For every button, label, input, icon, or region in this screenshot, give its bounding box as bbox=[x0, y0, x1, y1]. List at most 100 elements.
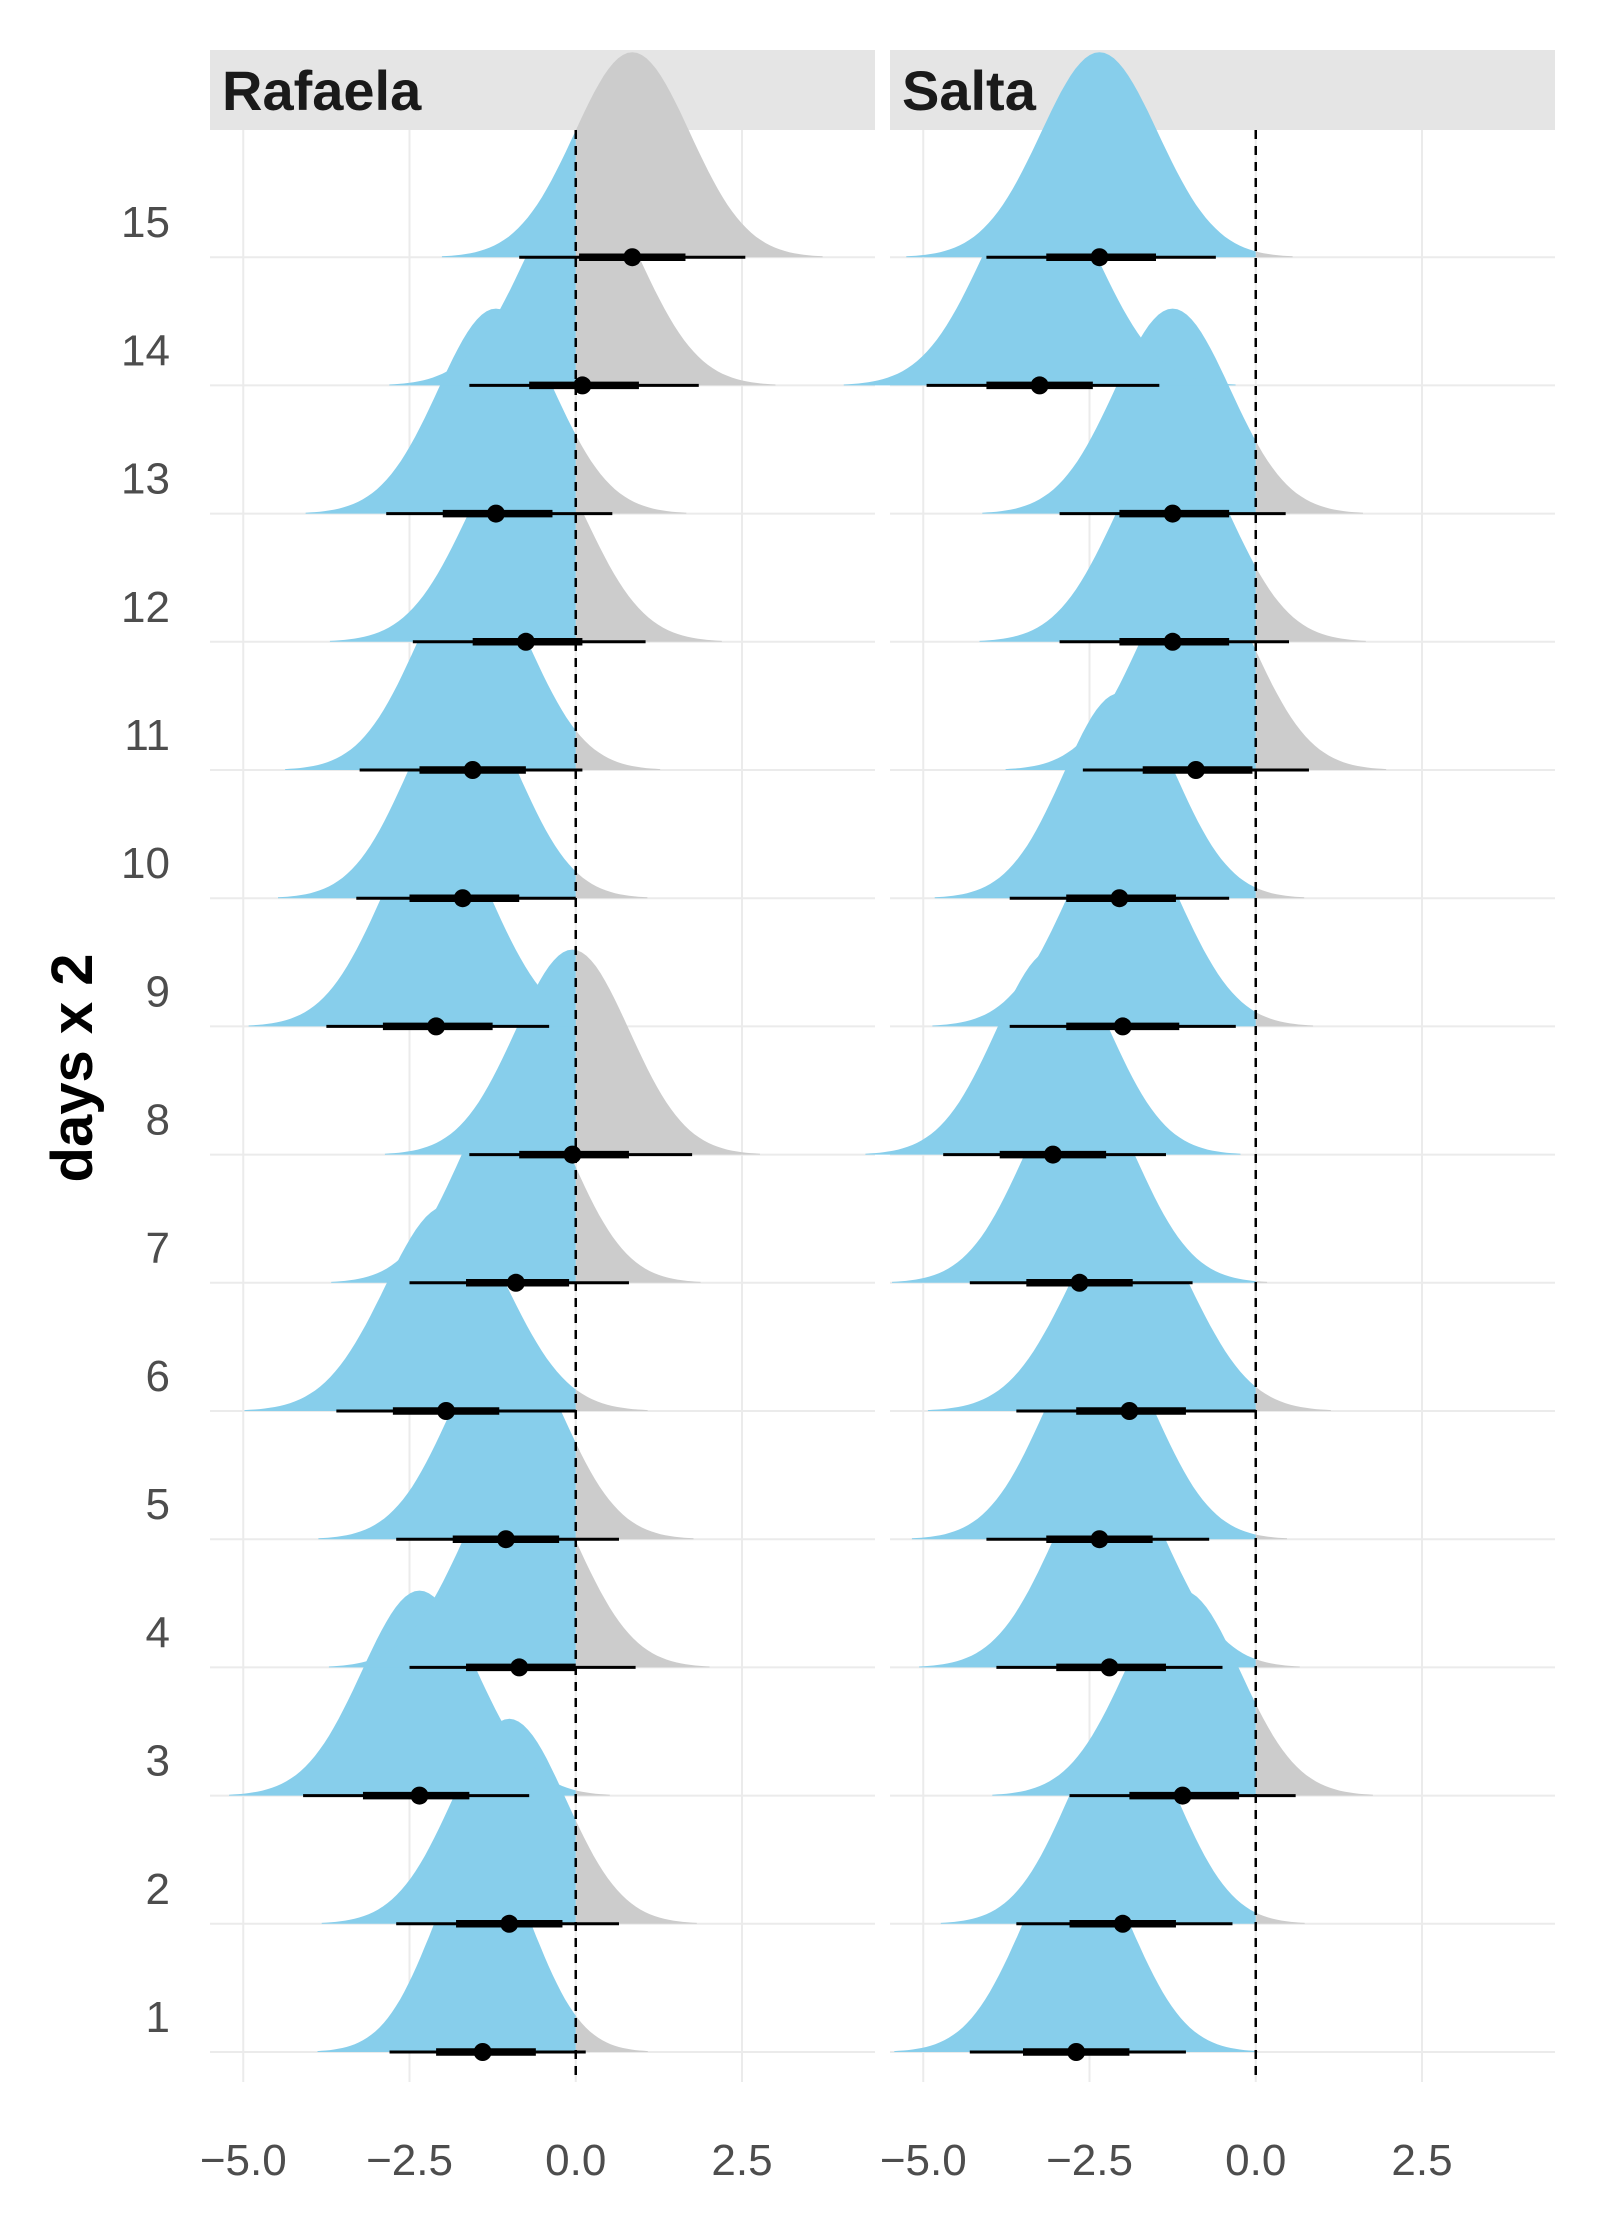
y-tick-label: 6 bbox=[146, 1352, 170, 1401]
x-tick-label: 0.0 bbox=[545, 2136, 606, 2185]
median-point bbox=[1100, 1658, 1119, 1677]
density-row-9 bbox=[248, 821, 624, 1036]
y-tick-label: 5 bbox=[146, 1480, 170, 1529]
y-tick-label: 15 bbox=[121, 198, 170, 247]
median-point bbox=[1067, 2043, 1086, 2061]
median-point bbox=[500, 1914, 519, 1933]
median-point bbox=[1030, 376, 1049, 395]
density-above-zero bbox=[1255, 1281, 1268, 1283]
median-point bbox=[453, 889, 472, 908]
median-point bbox=[437, 1402, 456, 1420]
density-below-zero bbox=[389, 181, 576, 386]
density-above-zero bbox=[1255, 251, 1293, 258]
density-below-zero bbox=[982, 308, 1256, 514]
median-point bbox=[496, 1530, 515, 1549]
density-row-2 bbox=[940, 1718, 1305, 1933]
median-point bbox=[1113, 1017, 1132, 1036]
median-point bbox=[1043, 1145, 1062, 1164]
y-tick-label: 2 bbox=[146, 1865, 170, 1914]
median-point bbox=[1070, 1273, 1089, 1292]
density-above-zero bbox=[575, 730, 661, 770]
density-above-zero bbox=[575, 1167, 701, 1283]
x-tick-label: −2.5 bbox=[1046, 2136, 1133, 2185]
density-above-zero bbox=[575, 1016, 624, 1027]
density-row-3 bbox=[229, 1590, 610, 1805]
density-above-zero bbox=[1255, 650, 1387, 770]
density-below-zero bbox=[940, 1718, 1256, 1924]
density-below-zero bbox=[244, 1206, 576, 1411]
panels: Rafaela−5.0 −2.5 0.0 2.51234567891011121314… bbox=[121, 50, 1555, 2185]
density-row-6 bbox=[244, 1206, 648, 1420]
median-point bbox=[1120, 1402, 1139, 1420]
density-above-zero bbox=[1255, 1386, 1331, 1411]
density-row-1 bbox=[894, 1847, 1259, 2061]
y-tick-label: 1 bbox=[146, 1993, 170, 2042]
density-row-9 bbox=[932, 821, 1314, 1036]
density-above-zero bbox=[575, 871, 648, 899]
density-below-zero bbox=[843, 180, 1236, 386]
median-point bbox=[473, 2043, 492, 2061]
density-below-zero bbox=[894, 1847, 1256, 2052]
facet-title: Rafaela bbox=[222, 59, 422, 122]
median-point bbox=[427, 1017, 446, 1036]
density-row-14 bbox=[843, 180, 1236, 395]
facet-title: Salta bbox=[902, 59, 1037, 122]
density-above-zero bbox=[575, 497, 722, 642]
median-point bbox=[506, 1273, 525, 1292]
density-row-10 bbox=[934, 693, 1305, 908]
facet-strip bbox=[210, 50, 875, 130]
density-above-zero bbox=[1255, 440, 1363, 514]
density-below-zero bbox=[384, 949, 576, 1155]
median-point bbox=[1163, 504, 1182, 523]
median-point bbox=[410, 1786, 429, 1805]
x-tick-label: −2.5 bbox=[366, 2136, 453, 2185]
y-tick-label: 13 bbox=[121, 455, 170, 504]
y-tick-label: 8 bbox=[146, 1096, 170, 1145]
density-above-zero bbox=[575, 1540, 710, 1668]
density-row-13 bbox=[982, 308, 1363, 523]
y-tick-label: 14 bbox=[121, 326, 170, 375]
density-below-zero bbox=[919, 1462, 1256, 1668]
density-above-zero bbox=[1255, 566, 1366, 642]
density-above-zero bbox=[1255, 1703, 1373, 1796]
density-below-zero bbox=[441, 130, 576, 258]
density-row-7 bbox=[892, 1077, 1268, 1292]
density-below-zero bbox=[932, 821, 1256, 1027]
panel-salta: Salta −5.0 −2.5 0.0 2.5 bbox=[843, 50, 1555, 2185]
median-point bbox=[563, 1145, 582, 1164]
y-axis-label: days x 2 bbox=[40, 954, 105, 1183]
median-point bbox=[1090, 1530, 1109, 1549]
x-tick-label: 2.5 bbox=[1391, 2136, 1452, 2185]
median-point bbox=[516, 632, 535, 651]
density-above-zero bbox=[575, 434, 687, 514]
median-point bbox=[1113, 1914, 1132, 1933]
density-above-zero bbox=[1255, 1912, 1305, 1924]
density-above-zero bbox=[575, 1389, 648, 1411]
y-tick-label: 9 bbox=[146, 967, 170, 1016]
panel-rafaela: Rafaela−5.0 −2.5 0.0 2.51234567891011121314… bbox=[121, 50, 875, 2185]
y-tick-label: 7 bbox=[146, 1224, 170, 1273]
median-point bbox=[486, 504, 505, 523]
facet-strip bbox=[890, 50, 1555, 130]
median-point bbox=[1110, 889, 1129, 908]
median-point bbox=[463, 761, 482, 779]
density-above-zero bbox=[575, 1790, 610, 1796]
density-row-5 bbox=[911, 1334, 1287, 1549]
density-above-zero bbox=[575, 2015, 648, 2052]
median-point bbox=[1173, 1786, 1192, 1805]
density-row-8 bbox=[384, 949, 760, 1164]
x-tick-label: 0.0 bbox=[1225, 2136, 1286, 2185]
density-row-4 bbox=[919, 1462, 1300, 1677]
median-point bbox=[510, 1658, 529, 1677]
median-point bbox=[1090, 248, 1109, 267]
y-tick-label: 10 bbox=[121, 839, 170, 888]
density-above-zero bbox=[1255, 1534, 1287, 1540]
y-tick-label: 11 bbox=[124, 711, 170, 760]
density-below-zero bbox=[248, 821, 576, 1027]
density-row-15 bbox=[441, 52, 823, 267]
density-above-zero bbox=[575, 1820, 697, 1924]
density-below-zero bbox=[892, 1077, 1256, 1283]
x-tick-label: −5.0 bbox=[200, 2136, 287, 2185]
density-below-zero bbox=[865, 949, 1241, 1155]
